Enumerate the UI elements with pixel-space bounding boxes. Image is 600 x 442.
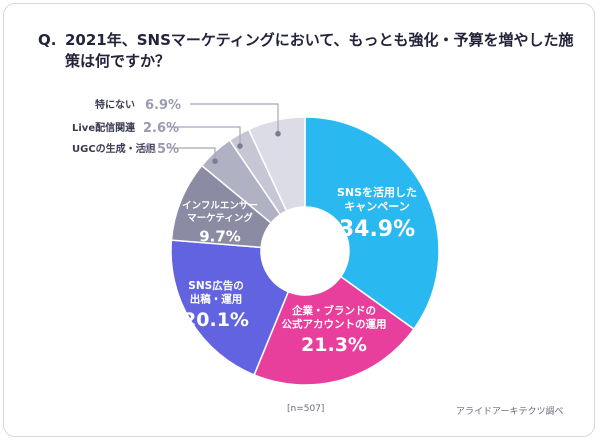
leader-dot bbox=[275, 130, 281, 137]
slice-value-4: 9.7% bbox=[199, 228, 241, 246]
leader-dot bbox=[237, 143, 243, 149]
slice-value-5: 4.5% bbox=[143, 142, 179, 157]
slice-label-2: 公式アカウントの運用 bbox=[282, 317, 387, 330]
source-note: アライドアーキテクツ調べ bbox=[456, 407, 564, 417]
leader-line bbox=[190, 103, 279, 132]
leader-dot bbox=[212, 158, 218, 165]
slice-value-2: 21.3% bbox=[301, 334, 367, 356]
slice-label-7: 特にない bbox=[95, 98, 135, 111]
slice-label-4: マーケティング bbox=[187, 212, 253, 224]
slice-value-7: 6.9% bbox=[145, 98, 181, 113]
slice-value-3: 20.1% bbox=[183, 309, 249, 331]
slice-label-1: SNSを活用した bbox=[337, 185, 417, 199]
slice-2 bbox=[253, 275, 415, 386]
leader-line bbox=[167, 126, 241, 145]
question-text: 2021年、SNSマーケティングにおいて、もっとも強化・予算を増やした施策は何で… bbox=[65, 31, 574, 70]
slice-label-3: SNS広告の bbox=[188, 279, 243, 292]
slice-value-1: 34.9% bbox=[339, 217, 415, 242]
slice-label-4: インフルエンサー bbox=[182, 200, 258, 211]
slice-3 bbox=[170, 239, 290, 376]
slice-7 bbox=[247, 116, 306, 213]
slice-1 bbox=[304, 116, 440, 331]
sample-size: [n=507] bbox=[287, 404, 325, 414]
slice-label-1: キャンペーン bbox=[344, 200, 409, 213]
leader-line bbox=[167, 147, 216, 160]
slice-label-3: 出稿・運用 bbox=[190, 292, 243, 305]
slice-label-5: UGCの生成・活用 bbox=[72, 142, 156, 155]
question-mark: Q. bbox=[38, 31, 57, 49]
slice-label-2: 企業・ブランドの bbox=[291, 304, 376, 317]
slice-label-6: Live配信関連 bbox=[72, 121, 136, 134]
slice-value-6: 2.6% bbox=[143, 121, 179, 136]
